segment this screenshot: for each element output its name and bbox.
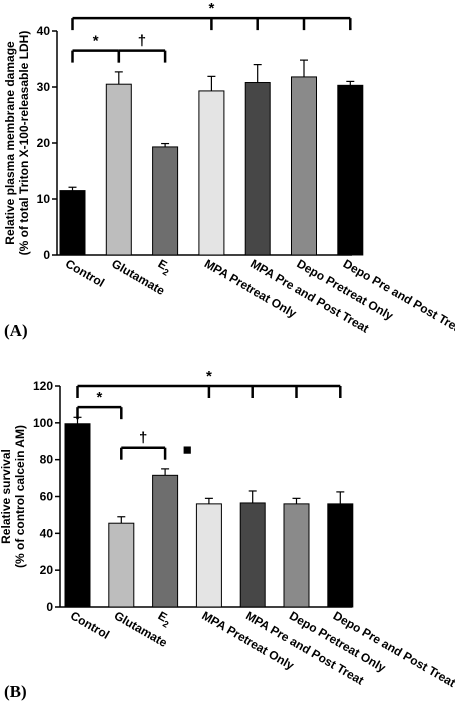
- y-tick-label: 80: [40, 453, 54, 467]
- category-label: E2: [154, 256, 174, 277]
- y-axis-label-1: Relative plasma membrane damage: [3, 41, 17, 245]
- category-label: Control: [63, 256, 107, 289]
- bar: [327, 503, 354, 608]
- y-tick-label: 120: [33, 379, 53, 393]
- significance-symbol: †: [139, 430, 147, 447]
- bar: [152, 474, 179, 608]
- y-tick-label: 0: [43, 248, 50, 262]
- y-axis-label-2: (% of total Triton X-100-releasable LDH): [17, 31, 31, 256]
- y-tick-label: 20: [37, 136, 51, 150]
- y-tick-label: 0: [46, 600, 53, 614]
- bar: [198, 90, 225, 256]
- panel-label-a: (A): [4, 321, 28, 340]
- bar: [244, 82, 271, 256]
- y-tick-label: 10: [37, 192, 51, 206]
- significance-symbol: *: [208, 0, 214, 17]
- y-axis-label-1: Relative survival: [0, 449, 13, 544]
- y-tick-label: 30: [37, 80, 51, 94]
- bar: [105, 83, 132, 256]
- bar: [337, 84, 364, 256]
- bar: [291, 76, 317, 256]
- bar: [108, 522, 135, 608]
- chart-panel-a: Relative plasma membrane damage (% of tot…: [3, 0, 455, 338]
- significance-symbol: *: [206, 368, 212, 385]
- significance-marker: ■: [183, 441, 192, 458]
- panel-label-b: (B): [4, 682, 27, 701]
- significance-symbol: †: [138, 33, 146, 50]
- category-label: Control: [68, 608, 112, 641]
- chart-panel-b: Relative survival (% of control calcein A…: [0, 368, 455, 690]
- y-axis-label-2: (% of control calcein AM): [13, 425, 27, 568]
- y-tick-label: 20: [40, 563, 54, 577]
- y-tick-label: 60: [40, 490, 54, 504]
- bar: [239, 502, 266, 608]
- y-tick-label: 40: [40, 526, 54, 540]
- y-tick-label: 100: [33, 416, 53, 430]
- bar: [64, 423, 91, 608]
- bar: [195, 503, 222, 608]
- bar: [283, 503, 310, 608]
- bar: [59, 190, 86, 256]
- y-tick-label: 40: [37, 24, 51, 38]
- bar: [152, 146, 179, 256]
- category-label: E2: [154, 608, 174, 629]
- significance-symbol: *: [93, 33, 99, 50]
- significance-symbol: *: [96, 389, 102, 406]
